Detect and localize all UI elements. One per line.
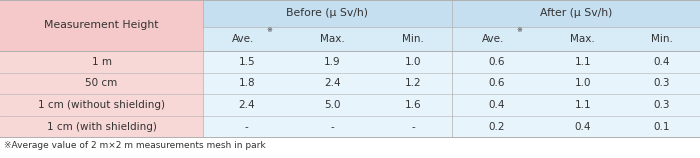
Text: Max.: Max. — [570, 34, 595, 44]
Text: 0.4: 0.4 — [653, 57, 670, 67]
Text: 1 m: 1 m — [92, 57, 111, 67]
Bar — [0, 94, 203, 116]
Bar — [203, 94, 700, 116]
Bar — [0, 73, 203, 94]
Text: 0.2: 0.2 — [489, 122, 505, 132]
Text: 1.6: 1.6 — [405, 100, 421, 110]
Text: Before (μ Sv/h): Before (μ Sv/h) — [286, 8, 368, 18]
Text: 0.6: 0.6 — [489, 57, 505, 67]
Text: 1.9: 1.9 — [324, 57, 341, 67]
Text: 0.4: 0.4 — [489, 100, 505, 110]
Text: 2.4: 2.4 — [324, 78, 341, 88]
Text: 1.0: 1.0 — [405, 57, 421, 67]
Text: Min.: Min. — [650, 34, 673, 44]
Text: 1.1: 1.1 — [575, 100, 591, 110]
Text: 5.0: 5.0 — [324, 100, 341, 110]
Text: ※Average value of 2 m×2 m measurements mesh in park: ※Average value of 2 m×2 m measurements m… — [4, 141, 265, 150]
Text: 0.1: 0.1 — [653, 122, 670, 132]
Bar — [0, 0, 203, 27]
Bar — [0, 137, 700, 158]
Text: -: - — [330, 122, 335, 132]
Text: ※: ※ — [517, 27, 522, 33]
Text: ※: ※ — [266, 27, 272, 33]
Bar — [0, 116, 203, 137]
Text: -: - — [411, 122, 415, 132]
Bar — [203, 0, 700, 27]
Text: 1.0: 1.0 — [575, 78, 591, 88]
Text: 1.1: 1.1 — [575, 57, 591, 67]
Text: 1.2: 1.2 — [405, 78, 421, 88]
Text: After (μ Sv/h): After (μ Sv/h) — [540, 8, 612, 18]
Text: 1.5: 1.5 — [239, 57, 255, 67]
Bar — [203, 116, 700, 137]
Text: Ave.: Ave. — [482, 34, 505, 44]
Text: Ave.: Ave. — [232, 34, 254, 44]
Text: Min.: Min. — [402, 34, 424, 44]
Bar — [203, 73, 700, 94]
Text: -: - — [245, 122, 248, 132]
Bar — [0, 27, 203, 51]
Text: 0.3: 0.3 — [653, 78, 670, 88]
Text: Max.: Max. — [320, 34, 345, 44]
Text: 1 cm (without shielding): 1 cm (without shielding) — [38, 100, 165, 110]
Bar — [203, 27, 700, 51]
Bar — [0, 51, 203, 73]
Text: 50 cm: 50 cm — [85, 78, 118, 88]
Text: 1.8: 1.8 — [239, 78, 255, 88]
Text: 0.6: 0.6 — [489, 78, 505, 88]
Text: 0.4: 0.4 — [575, 122, 591, 132]
Text: 0.3: 0.3 — [653, 100, 670, 110]
Bar — [203, 51, 700, 73]
Text: 1 cm (with shielding): 1 cm (with shielding) — [47, 122, 156, 132]
Text: 2.4: 2.4 — [239, 100, 255, 110]
Text: Measurement Height: Measurement Height — [44, 20, 159, 30]
